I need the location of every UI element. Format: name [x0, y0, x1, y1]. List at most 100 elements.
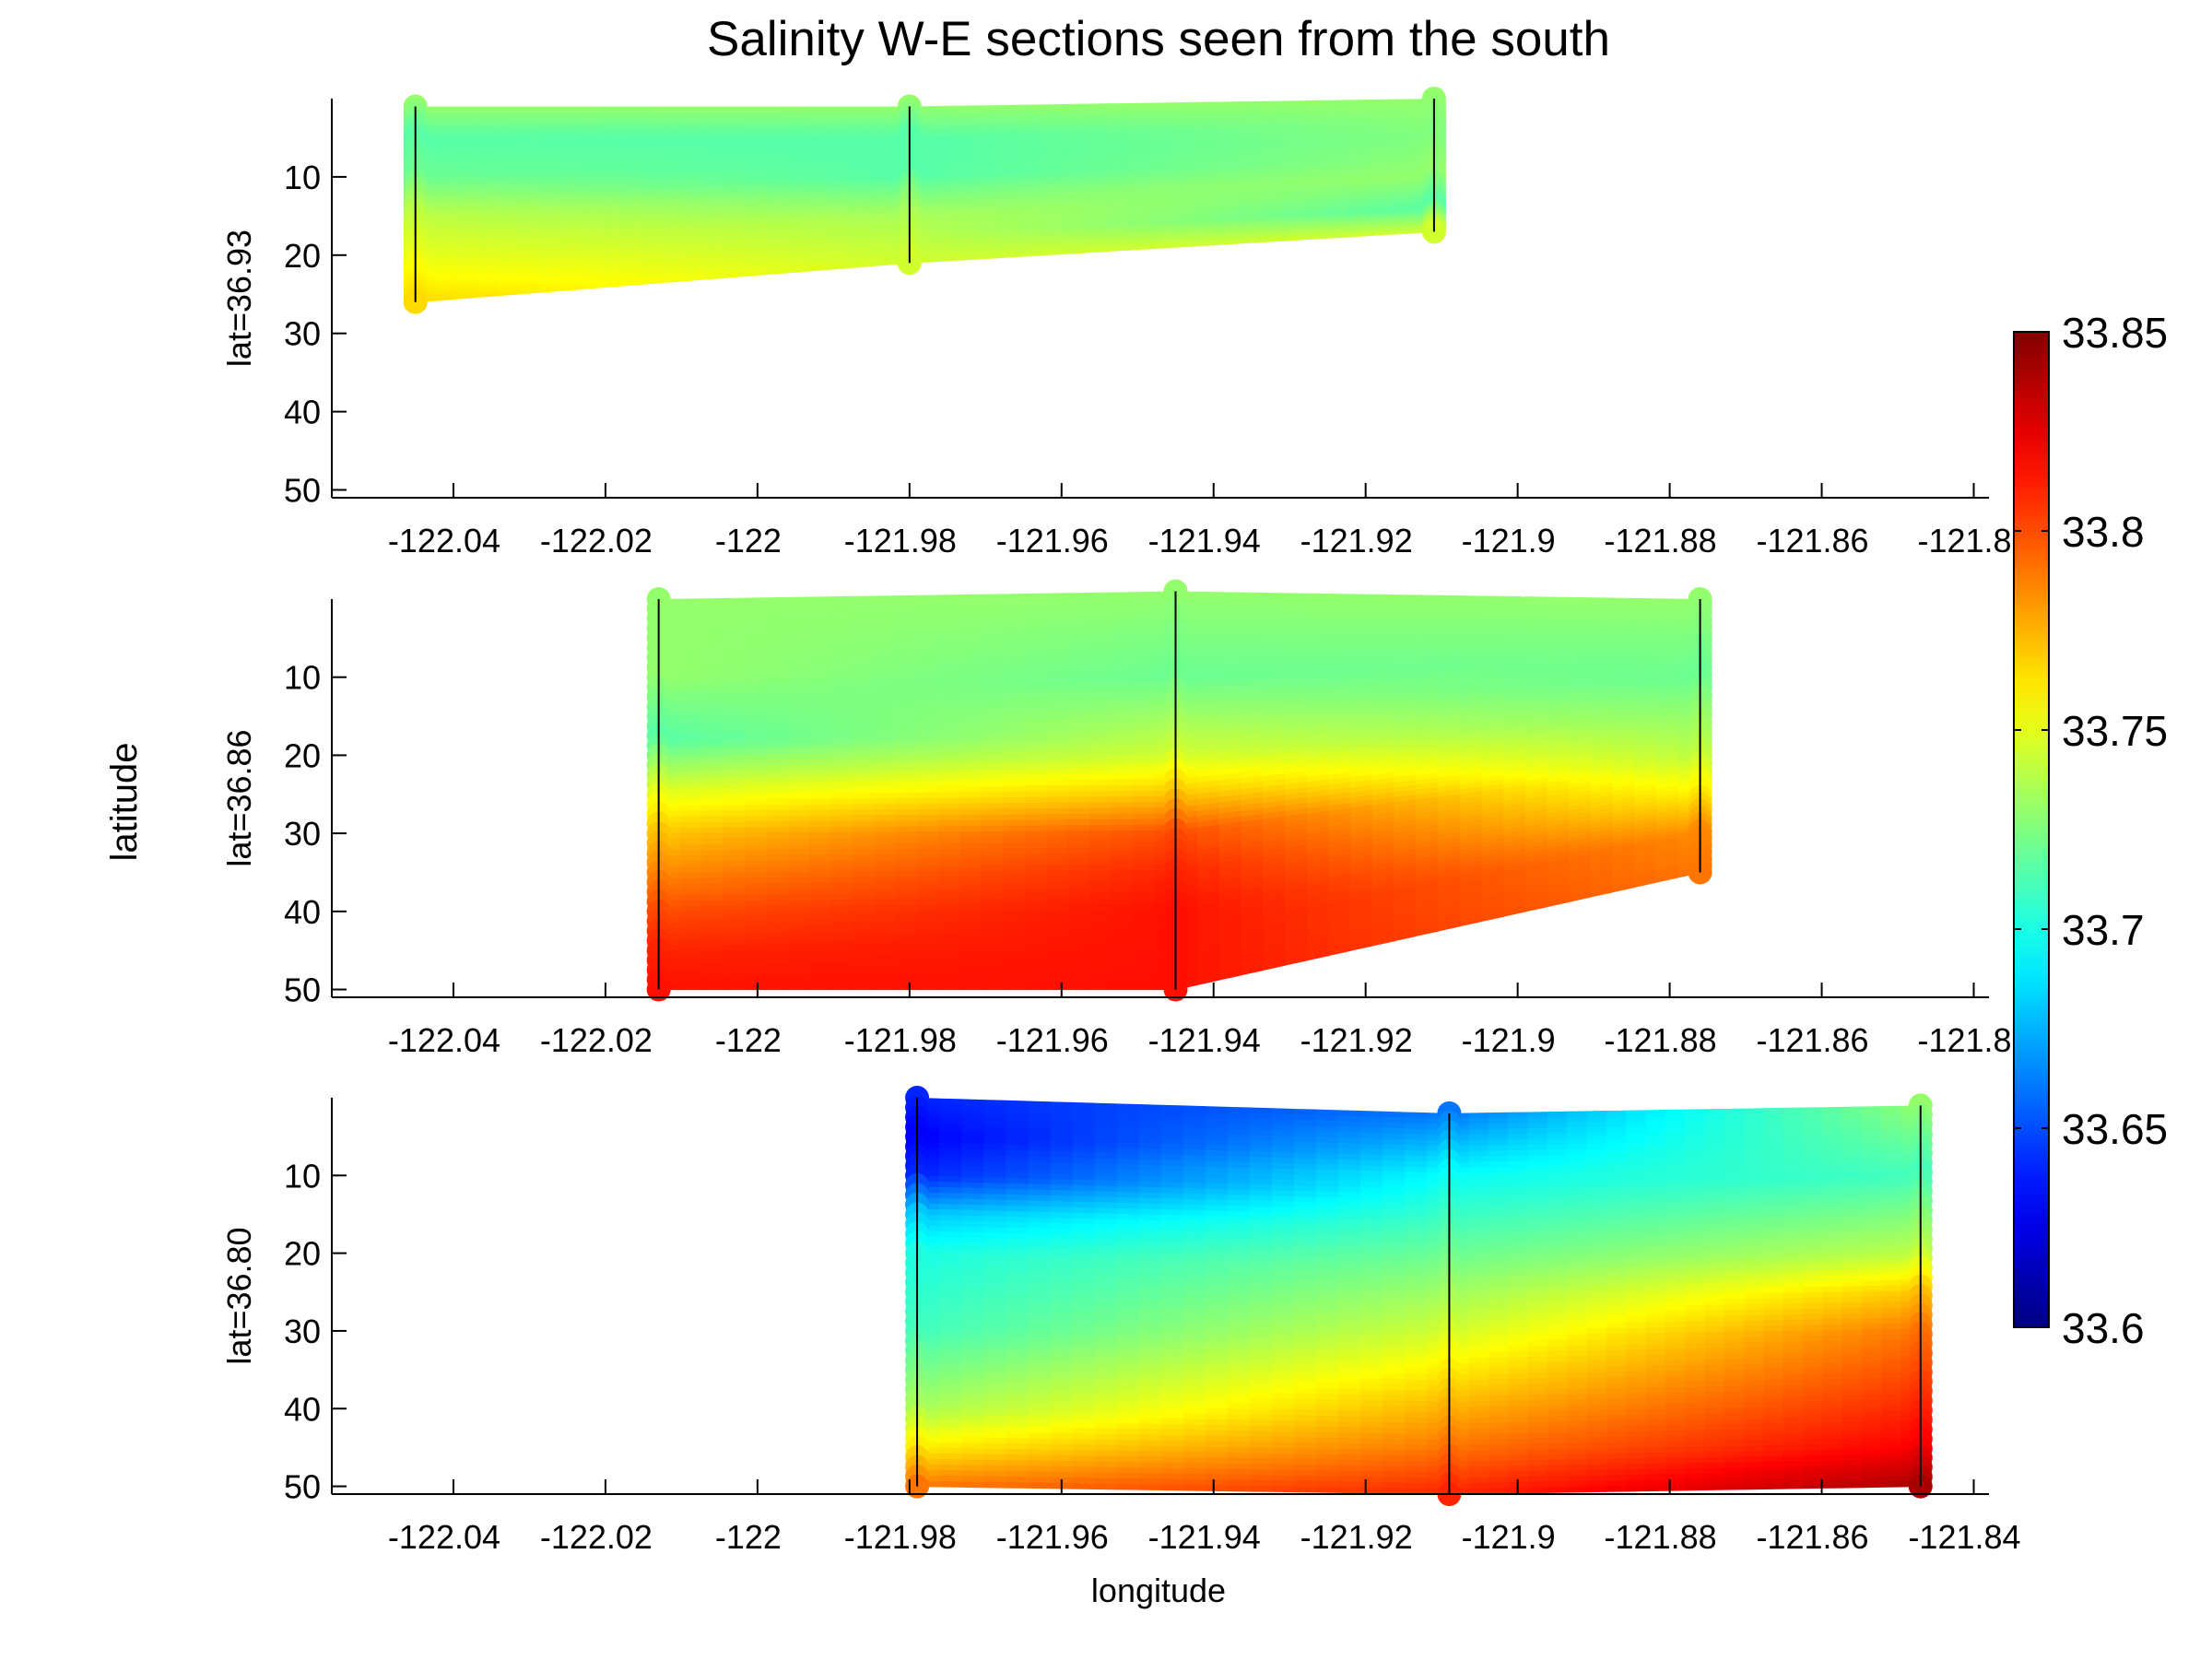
section-cell: [745, 720, 768, 727]
section-cell: [1089, 694, 1112, 701]
section-cell: [1089, 836, 1112, 843]
section-cell: [477, 149, 499, 154]
section-cell: [1024, 695, 1047, 702]
section-cell: [580, 152, 602, 157]
section-cell: [1089, 904, 1112, 912]
section-cell: [723, 927, 746, 935]
section-cell: [938, 651, 961, 658]
section-cell: [1111, 818, 1134, 826]
section-cell: [766, 894, 789, 901]
section-cell: [703, 131, 725, 135]
section-cell: [830, 922, 853, 929]
section-cell: [809, 905, 832, 912]
section-cell: [723, 721, 746, 728]
section-cell: [895, 922, 918, 928]
section-cell: [809, 653, 832, 660]
section-cell: [809, 641, 832, 648]
section-cell: [938, 865, 961, 872]
section-cell: [982, 633, 1005, 641]
section-cell: [895, 674, 918, 681]
section-cell: [982, 774, 1005, 782]
section-cell: [809, 691, 832, 699]
section-cell: [847, 124, 869, 128]
section-cell: [785, 136, 807, 141]
section-cell: [745, 737, 768, 745]
section-cell: [1132, 688, 1155, 695]
section-cell: [938, 656, 961, 664]
section-cell: [1003, 876, 1026, 883]
section-cell: [959, 877, 982, 883]
section-cell: [959, 639, 982, 646]
section-cell: [1067, 870, 1090, 877]
section-cell: [1089, 597, 1112, 605]
section-cell: [680, 850, 702, 856]
section-cell: [938, 633, 961, 641]
section-cell: [559, 137, 582, 142]
section-cell: [580, 150, 602, 155]
section-cell: [723, 603, 746, 610]
section-cell: [1089, 689, 1112, 696]
section-cell: [621, 139, 643, 144]
section-cell: [701, 866, 724, 873]
section-cell: [938, 617, 961, 624]
section-cell: [683, 113, 705, 117]
section-cell: [787, 793, 810, 800]
section-cell: [852, 849, 875, 855]
section-cell: [809, 748, 832, 755]
section-cell: [766, 653, 789, 660]
section-cell: [809, 602, 832, 609]
section-cell: [959, 656, 982, 664]
section-cell: [766, 625, 789, 632]
section-cell: [662, 121, 684, 125]
section-cell: [745, 810, 768, 817]
section-cell: [723, 849, 746, 856]
section-cell: [874, 708, 897, 715]
section-cell: [959, 780, 982, 787]
section-cell: [477, 147, 499, 151]
section-cell: [959, 599, 982, 606]
section-cell: [809, 753, 832, 760]
section-cell: [745, 619, 768, 627]
section-cell: [1024, 643, 1047, 651]
section-cell: [1003, 717, 1026, 724]
section-cell: [852, 742, 875, 749]
section-cell: [787, 753, 810, 760]
section-cell: [830, 686, 853, 693]
section-cell: [852, 697, 875, 704]
section-cell: [745, 787, 768, 795]
section-cell: [559, 116, 582, 121]
section-cell: [830, 871, 853, 878]
section-cell: [830, 860, 853, 867]
section-cell: [1003, 666, 1026, 674]
section-cell: [1111, 734, 1134, 741]
section-cell: [723, 631, 746, 638]
section-cell: [982, 797, 1005, 804]
section-cell: [982, 594, 1005, 601]
section-cell: [724, 133, 746, 136]
section-cell: [1089, 677, 1112, 684]
section-cell: [680, 626, 702, 633]
section-cell: [641, 109, 664, 112]
section-cell: [1046, 876, 1069, 883]
section-cell: [895, 831, 918, 839]
section-cell: [703, 124, 725, 127]
section-cell: [680, 748, 702, 756]
section-cell: [874, 702, 897, 710]
section-cell: [701, 849, 724, 856]
section-cell: [477, 160, 499, 165]
section-cell: [895, 634, 918, 642]
section-cell: [830, 731, 853, 738]
section-cell: [680, 843, 702, 851]
section-cell: [1111, 626, 1134, 633]
section-cell: [1132, 625, 1155, 632]
section-cell: [806, 124, 829, 129]
section-cell: [1111, 847, 1134, 854]
section-cell: [701, 827, 724, 834]
section-cell: [1111, 784, 1134, 792]
section-cell: [1024, 740, 1047, 748]
section-cell: [852, 922, 875, 929]
section-cell: [1024, 712, 1047, 719]
section-cell: [874, 826, 897, 833]
section-cell: [436, 134, 457, 138]
section-cell: [787, 827, 810, 833]
